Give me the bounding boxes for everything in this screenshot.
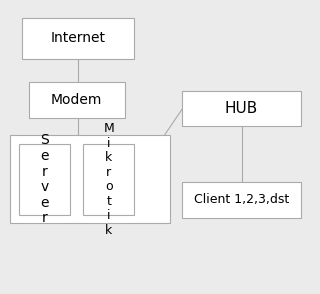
Text: Client 1,2,3,dst: Client 1,2,3,dst xyxy=(194,193,289,206)
FancyBboxPatch shape xyxy=(182,91,301,126)
FancyBboxPatch shape xyxy=(182,182,301,218)
Text: S
e
r
v
e
r: S e r v e r xyxy=(40,133,49,225)
FancyBboxPatch shape xyxy=(29,82,125,118)
Text: M
i
k
r
o
t
i
k: M i k r o t i k xyxy=(103,122,114,237)
Text: Internet: Internet xyxy=(51,31,106,45)
FancyBboxPatch shape xyxy=(83,144,134,215)
Text: HUB: HUB xyxy=(225,101,258,116)
FancyBboxPatch shape xyxy=(10,135,170,223)
Text: Modem: Modem xyxy=(51,93,102,107)
FancyBboxPatch shape xyxy=(22,18,134,59)
FancyBboxPatch shape xyxy=(19,144,70,215)
